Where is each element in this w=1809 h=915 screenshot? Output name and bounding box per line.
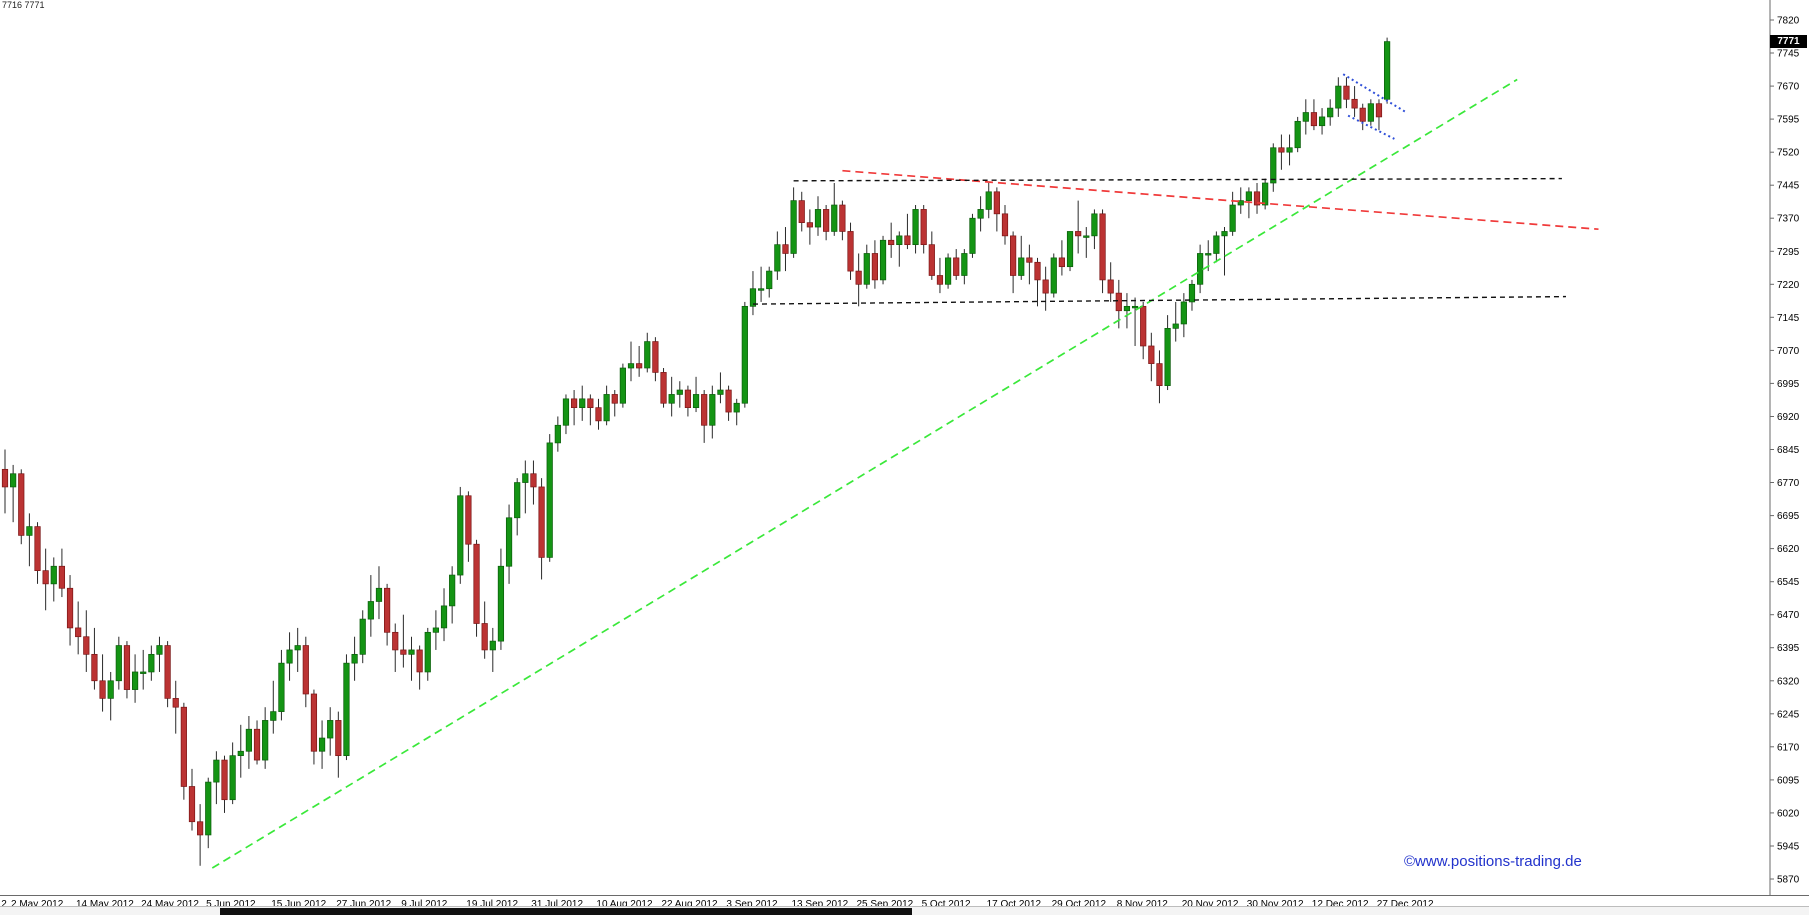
- svg-text:7745: 7745: [1777, 49, 1800, 60]
- svg-text:6770: 6770: [1777, 478, 1800, 489]
- svg-text:7220: 7220: [1777, 280, 1800, 291]
- svg-text:15 Jun 2012: 15 Jun 2012: [271, 899, 326, 910]
- svg-text:2: 2: [1, 899, 7, 910]
- svg-text:5 Jun 2012: 5 Jun 2012: [206, 899, 256, 910]
- svg-text:10 Aug 2012: 10 Aug 2012: [596, 899, 653, 910]
- svg-text:7520: 7520: [1777, 148, 1800, 159]
- svg-text:12 Dec 2012: 12 Dec 2012: [1312, 899, 1369, 910]
- svg-text:6470: 6470: [1777, 610, 1800, 621]
- flag-upper-line: [1342, 73, 1406, 113]
- trendlines-layer: [211, 73, 1599, 869]
- svg-text:19 Jul 2012: 19 Jul 2012: [466, 899, 518, 910]
- svg-text:14 May 2012: 14 May 2012: [76, 899, 134, 910]
- upper-resistance-line: [793, 177, 1562, 182]
- svg-text:6995: 6995: [1777, 379, 1800, 390]
- svg-text:22 Aug 2012: 22 Aug 2012: [661, 899, 718, 910]
- svg-text:7370: 7370: [1777, 214, 1800, 225]
- svg-text:24 May 2012: 24 May 2012: [141, 899, 199, 910]
- y-axis: 7820 7745 7670 7595 7520 7445 7370 7295 7220 7145…: [1769, 0, 1800, 896]
- svg-text:9 Jul 2012: 9 Jul 2012: [401, 899, 448, 910]
- last-price-tag: 7771: [1770, 35, 1807, 49]
- svg-text:7070: 7070: [1777, 346, 1800, 357]
- svg-text:6695: 6695: [1777, 511, 1800, 522]
- svg-text:6020: 6020: [1777, 808, 1800, 819]
- red-downtrend-line: [842, 169, 1599, 231]
- x-axis: 2 2 May 2012 14 May 2012 24 May 2012 5 Jun 2…: [0, 895, 1809, 910]
- svg-text:6320: 6320: [1777, 676, 1800, 687]
- svg-text:7670: 7670: [1777, 82, 1800, 93]
- svg-text:17 Oct 2012: 17 Oct 2012: [987, 899, 1042, 910]
- candles-layer: [1, 37, 1391, 866]
- svg-text:5 Oct 2012: 5 Oct 2012: [922, 899, 971, 910]
- svg-text:6920: 6920: [1777, 412, 1800, 423]
- flag-lower-line: [1347, 114, 1395, 140]
- svg-text:7295: 7295: [1777, 247, 1800, 258]
- svg-text:31 Jul 2012: 31 Jul 2012: [531, 899, 583, 910]
- svg-text:27 Dec 2012: 27 Dec 2012: [1377, 899, 1434, 910]
- svg-text:2 May 2012: 2 May 2012: [11, 899, 64, 910]
- svg-text:5945: 5945: [1777, 842, 1800, 853]
- green-uptrend-line: [211, 78, 1518, 869]
- svg-text:6170: 6170: [1777, 742, 1800, 753]
- svg-text:6545: 6545: [1777, 577, 1800, 588]
- svg-text:7145: 7145: [1777, 313, 1800, 324]
- svg-text:6245: 6245: [1777, 709, 1800, 720]
- svg-text:8 Nov 2012: 8 Nov 2012: [1117, 899, 1169, 910]
- svg-text:7820: 7820: [1777, 16, 1800, 27]
- svg-text:25 Sep 2012: 25 Sep 2012: [857, 899, 914, 910]
- h-scrollbar-track[interactable]: [0, 906, 1809, 915]
- svg-text:6845: 6845: [1777, 445, 1800, 456]
- svg-text:5870: 5870: [1777, 875, 1800, 886]
- h-scrollbar-thumb[interactable]: [220, 908, 912, 915]
- svg-text:29 Oct 2012: 29 Oct 2012: [1052, 899, 1107, 910]
- svg-text:13 Sep 2012: 13 Sep 2012: [792, 899, 849, 910]
- lower-support-line: [752, 295, 1567, 305]
- watermark-text: ©www.positions-trading.de: [1404, 853, 1582, 870]
- svg-text:7595: 7595: [1777, 115, 1800, 126]
- svg-text:6620: 6620: [1777, 544, 1800, 555]
- svg-text:30 Nov 2012: 30 Nov 2012: [1247, 899, 1304, 910]
- svg-text:27 Jun 2012: 27 Jun 2012: [336, 899, 391, 910]
- svg-text:6095: 6095: [1777, 775, 1800, 786]
- svg-text:3 Sep 2012: 3 Sep 2012: [726, 899, 778, 910]
- svg-text:6395: 6395: [1777, 643, 1800, 654]
- svg-text:7445: 7445: [1777, 181, 1800, 192]
- svg-text:20 Nov 2012: 20 Nov 2012: [1182, 899, 1239, 910]
- ohlc-info-text: 7716 7771: [2, 0, 45, 10]
